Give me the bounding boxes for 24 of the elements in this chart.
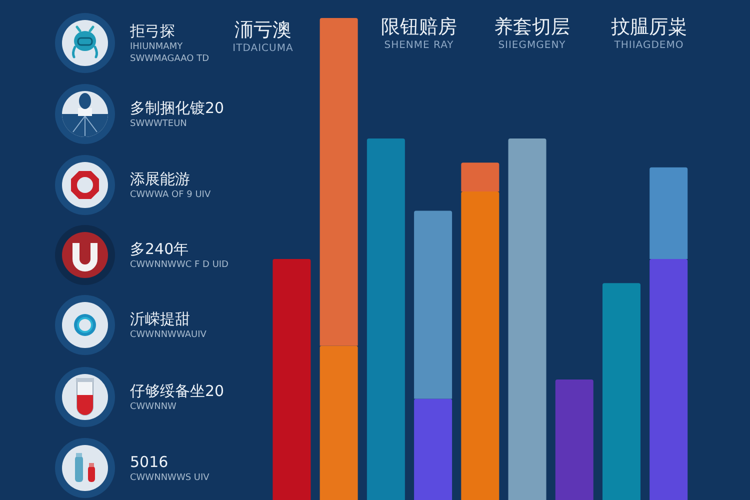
text: 拒弓探 IHIUNMAMY SWWMAGAAO TD [130, 22, 210, 64]
bar [366, 138, 405, 500]
bar [272, 259, 311, 500]
bar [650, 259, 688, 500]
annotation: 抆腽厉粜 THIIAGDEMO [611, 15, 687, 52]
bar [555, 380, 594, 500]
text: 仔够绥备坐20 CWWNNW [130, 382, 224, 412]
text: 5016 CWWNNWWS UIV [130, 452, 210, 482]
bar [461, 162, 500, 192]
text: 沂嵘提甜 CWWNNWWAUIV [130, 310, 206, 340]
bar [461, 192, 500, 500]
annotation: 养套切层 SIIEGMGENY [494, 15, 570, 52]
text: 添展能游 CWWWA OF 9 UIV [130, 170, 211, 200]
text: 多240年 CWWNNWWC F D UID [130, 240, 228, 270]
text: 多制捆化镀20 SWWWTEUN [130, 98, 224, 128]
bar [602, 283, 640, 500]
bar [508, 138, 546, 500]
bar [414, 398, 452, 500]
annotation: 洏亏澳 ITDAICUMA [232, 18, 294, 55]
annotation: 限钮赔房 SHENME RAY [381, 15, 457, 52]
bar [320, 346, 358, 500]
bar [320, 18, 358, 346]
bar [650, 167, 688, 259]
bar [414, 210, 452, 399]
